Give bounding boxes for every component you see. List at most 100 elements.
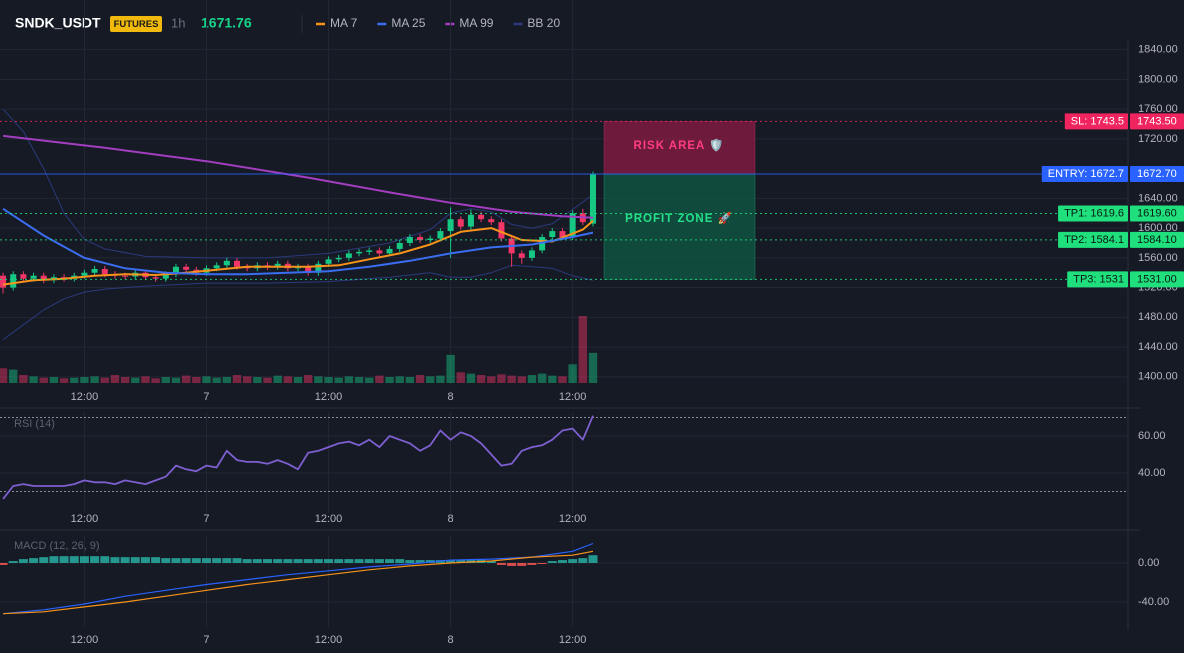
volume-bar — [344, 376, 354, 383]
candle-body — [589, 174, 596, 224]
series-line — [2, 108, 594, 259]
volume-bar — [161, 376, 170, 383]
volume-bar — [70, 377, 79, 383]
histogram-bar — [130, 557, 140, 563]
histogram-bar — [49, 556, 59, 563]
y-tick-label: 0.00 — [1138, 557, 1159, 569]
histogram-bar — [405, 560, 415, 563]
y-tick-label: 40.00 — [1138, 467, 1166, 479]
candle-body — [223, 260, 230, 266]
volume-bar — [0, 368, 8, 383]
level-value-tag — [1130, 113, 1184, 130]
candle-body — [315, 263, 322, 273]
legend-label: MA 7 — [330, 16, 358, 30]
candle-body — [457, 219, 464, 227]
volume-bar — [527, 374, 537, 383]
volume-bar — [222, 376, 232, 383]
volume-bar — [568, 364, 577, 383]
candle-body — [376, 250, 383, 254]
histogram-bar — [273, 559, 283, 563]
volume-bar — [426, 376, 435, 383]
histogram-bar — [364, 559, 374, 563]
histogram-bar — [588, 555, 598, 563]
histogram-bar — [181, 558, 191, 563]
candle-body — [406, 237, 413, 243]
x-tick-label: 12:00 — [315, 634, 343, 646]
histogram-bar — [252, 559, 262, 563]
histogram-bar — [120, 557, 130, 563]
histogram-bar — [29, 558, 39, 563]
histogram-bar — [456, 560, 466, 563]
candle-body — [498, 222, 505, 239]
candle-body — [417, 237, 424, 241]
x-tick-label: 12:00 — [71, 391, 99, 403]
series-line — [2, 219, 594, 286]
volume-bar — [558, 376, 567, 383]
volume-bar — [497, 374, 506, 383]
histogram-bar — [446, 560, 456, 563]
candle-body — [152, 277, 159, 279]
x-tick-label: 12:00 — [71, 513, 99, 525]
volume-bar — [375, 375, 384, 383]
volume-bar — [537, 373, 547, 383]
volume-bar — [283, 376, 293, 383]
candle-body — [122, 275, 129, 277]
y-tick-label: 1480.00 — [1138, 311, 1178, 323]
histogram-bar — [344, 559, 354, 563]
y-tick-label: 1440.00 — [1138, 341, 1178, 353]
histogram-bar — [232, 558, 242, 563]
histogram-bar — [18, 559, 28, 563]
histogram-bar — [568, 559, 578, 563]
candle-body — [81, 272, 88, 276]
level-label: ENTRY: 1672.7 — [1048, 168, 1124, 180]
histogram-bar — [334, 559, 344, 563]
symbol: SNDK_USDT — [15, 15, 101, 31]
y-tick-label: 1560.00 — [1138, 252, 1178, 264]
series-line — [2, 264, 594, 341]
candle-body — [488, 219, 495, 223]
last-price: 1671.76 — [201, 15, 252, 31]
histogram-bar — [140, 557, 150, 563]
volume-bar — [90, 376, 99, 383]
histogram-bar — [293, 559, 303, 563]
x-tick-label: 12:00 — [559, 513, 587, 525]
volume-bar — [273, 375, 282, 383]
badge-bg — [110, 16, 162, 32]
histogram-bar — [557, 560, 567, 563]
volume-bar — [303, 374, 313, 383]
volume-bar — [578, 316, 588, 383]
volume-bar — [395, 376, 404, 383]
candle-body — [549, 231, 556, 238]
y-tick-label: 60.00 — [1138, 430, 1166, 442]
candle-body — [305, 266, 312, 273]
volume-bar — [314, 376, 323, 383]
volume-bar — [548, 375, 557, 383]
volume-bar — [385, 376, 394, 383]
volume-bar — [181, 375, 191, 383]
volume-bar — [242, 376, 252, 383]
volume-bar — [466, 373, 476, 383]
candle-body — [335, 257, 342, 260]
x-tick-label: 12:00 — [315, 391, 343, 403]
y-tick-label: 1840.00 — [1138, 44, 1178, 56]
candle-body — [20, 274, 27, 279]
histogram-bar — [69, 556, 79, 563]
volume-bar — [517, 376, 526, 383]
histogram-bar — [374, 559, 384, 563]
x-tick-label: 12:00 — [71, 634, 99, 646]
x-tick-label: 12:00 — [559, 391, 587, 403]
histogram-bar — [303, 559, 313, 563]
y-tick-label: 1800.00 — [1138, 73, 1178, 85]
candle-body — [40, 275, 47, 281]
pane-title: MACD (12, 26, 9) — [14, 540, 100, 552]
volume-bar — [476, 374, 486, 383]
histogram-bar — [0, 563, 8, 565]
histogram-bar — [212, 558, 222, 563]
volume-bar — [120, 376, 130, 383]
level-value-tag — [1130, 205, 1184, 222]
histogram-bar — [222, 558, 232, 563]
candle-body — [91, 269, 98, 273]
histogram-bar — [59, 556, 69, 563]
